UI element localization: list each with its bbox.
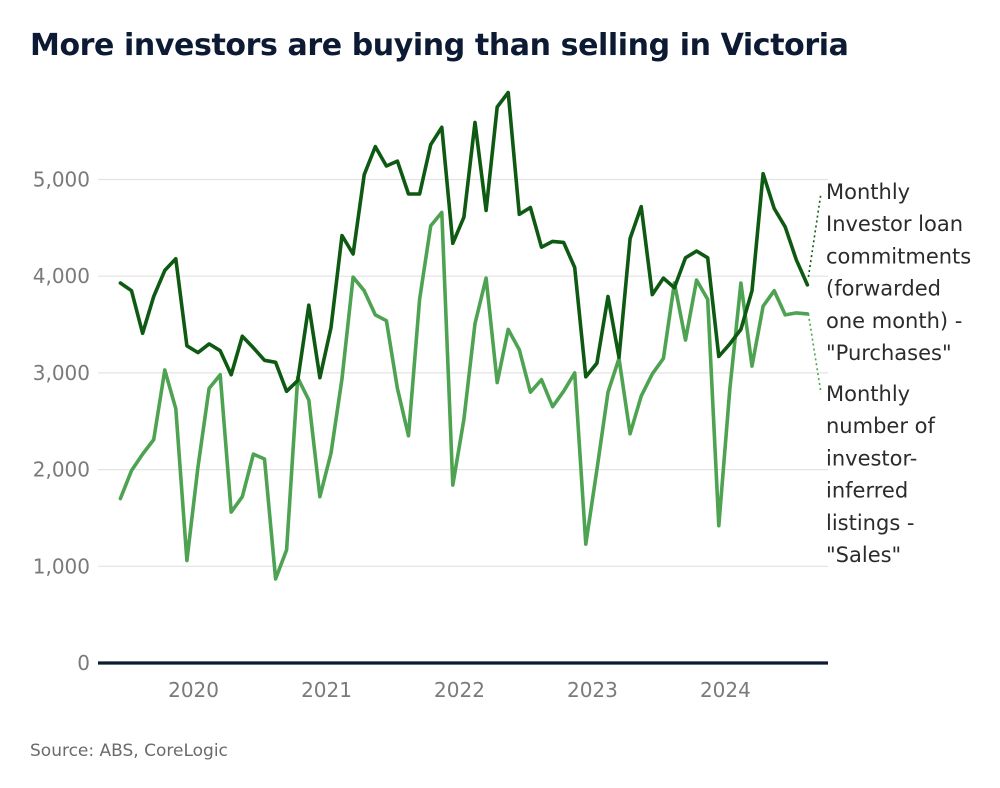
sales-line bbox=[118, 210, 810, 581]
source-note: Source: ABS, CoreLogic bbox=[30, 741, 228, 761]
x-tick-label: 2021 bbox=[301, 678, 352, 702]
y-tick-label: 2,000 bbox=[33, 458, 90, 482]
purchases-label-leader bbox=[807, 192, 822, 278]
series-label-line: one month) - bbox=[826, 309, 962, 333]
series-label-line: listings - bbox=[826, 511, 915, 535]
sales-label-leader bbox=[807, 313, 822, 394]
x-tick-label: 2022 bbox=[434, 678, 485, 702]
y-tick-label: 5,000 bbox=[33, 168, 90, 192]
x-axis-ticks: 2020 2021 2022 2023 2024 bbox=[168, 678, 751, 702]
series-label-line: (forwarded bbox=[826, 277, 941, 301]
gridlines bbox=[98, 178, 828, 567]
purchases-line bbox=[118, 90, 810, 394]
series-label-line: Monthly bbox=[826, 180, 910, 204]
series-label-line: Investor loan bbox=[826, 212, 963, 236]
y-tick-label: 0 bbox=[77, 651, 90, 675]
purchases-series-label: Monthly Investor loan commitments (forwarde… bbox=[826, 180, 971, 365]
series-lines bbox=[118, 90, 810, 581]
series-label-line: "Purchases" bbox=[826, 341, 952, 365]
x-tick-label: 2024 bbox=[700, 678, 751, 702]
series-label-line: commitments bbox=[826, 244, 971, 268]
series-label-line: investor- bbox=[826, 446, 917, 470]
series-label-line: "Sales" bbox=[826, 543, 901, 567]
y-tick-label: 1,000 bbox=[33, 554, 90, 578]
series-label-line: number of bbox=[826, 414, 935, 438]
x-tick-label: 2023 bbox=[567, 678, 618, 702]
y-axis-ticks: 0 1,000 2,000 3,000 4,000 5,000 bbox=[33, 168, 90, 676]
series-label-line: Monthly bbox=[826, 382, 910, 406]
sales-series-label: Monthly number of investor-inferred listing… bbox=[826, 382, 935, 567]
chart-title: More investors are buying than selling i… bbox=[30, 28, 849, 63]
direct-labels: Monthly Investor loan commitments (forwarde… bbox=[807, 180, 971, 567]
y-tick-label: 3,000 bbox=[33, 361, 90, 385]
y-tick-label: 4,000 bbox=[33, 264, 90, 288]
series-label-line: inferred bbox=[826, 479, 908, 503]
x-tick-label: 2020 bbox=[168, 678, 219, 702]
